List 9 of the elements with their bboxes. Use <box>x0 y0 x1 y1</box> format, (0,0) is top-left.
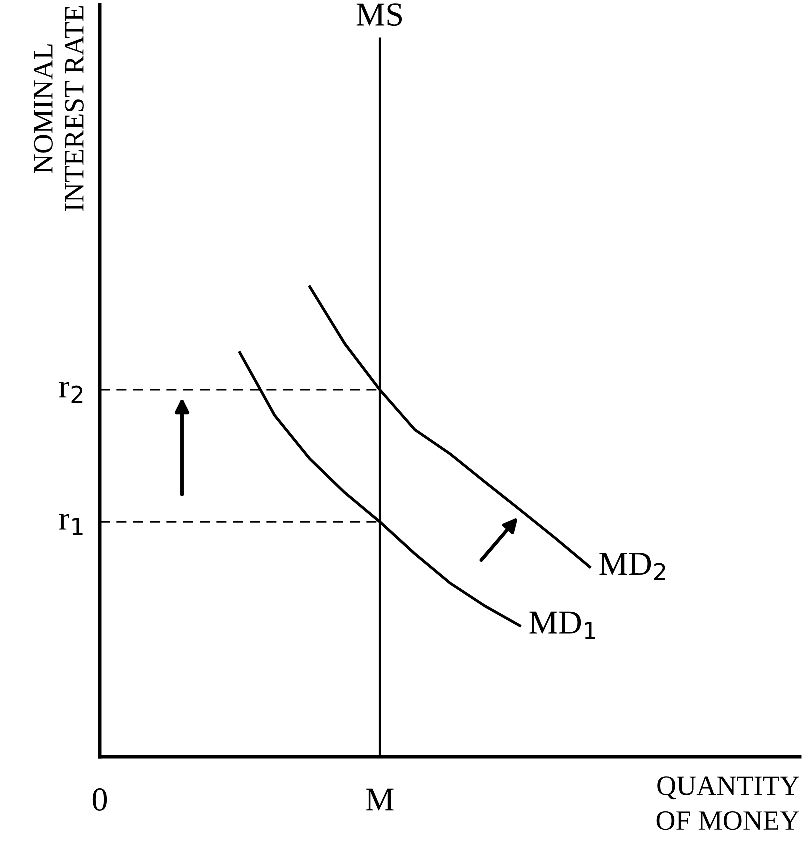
series-label: MD$_{2}$ <box>600 553 666 580</box>
y-axis-title: NOMINAL INTEREST RATE <box>34 6 84 212</box>
x-tick-label: 0 <box>92 788 108 812</box>
ref-line-label: r$_{2}$ <box>59 382 83 404</box>
x-axis-title: QUANTITY OF MONEY <box>656 776 800 830</box>
ref-line-label: MS <box>356 4 402 26</box>
ref-line-label: r$_{1}$ <box>59 514 83 536</box>
series-label: MD$_{1}$ <box>530 612 596 640</box>
x-tick-label: M <box>366 788 394 811</box>
